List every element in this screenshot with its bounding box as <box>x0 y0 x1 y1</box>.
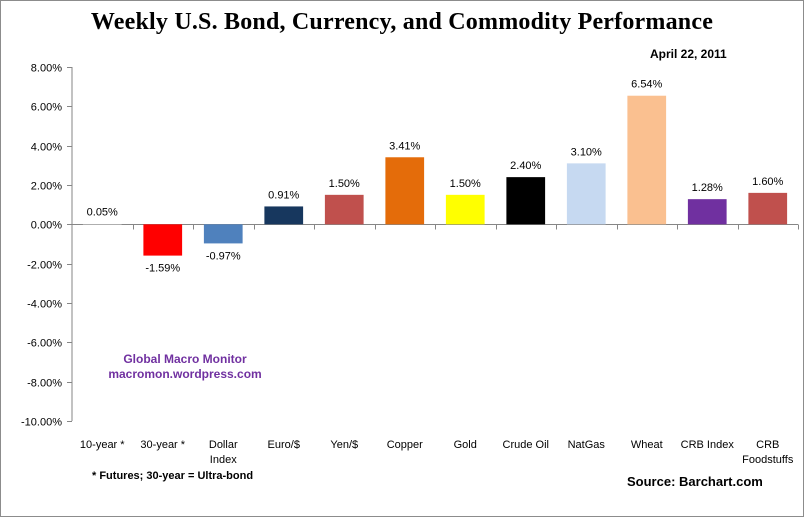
y-tick-label: 2.00% <box>31 181 62 193</box>
chart-date: April 22, 2011 <box>650 47 727 61</box>
x-category-label: Copper <box>387 439 423 451</box>
x-category-label: Wheat <box>631 439 663 451</box>
bar <box>627 95 667 225</box>
x-category-label: CRB Foodstuffs <box>742 439 794 466</box>
x-category-label: Crude Oil <box>503 439 549 451</box>
bar <box>264 206 304 225</box>
bar <box>203 224 243 244</box>
data-label: 0.91% <box>268 189 299 201</box>
y-tick-label: -4.00% <box>27 299 62 311</box>
data-label: 6.54% <box>631 79 662 91</box>
data-label: -1.59% <box>145 263 180 275</box>
bar <box>445 194 485 225</box>
bar <box>506 177 546 225</box>
y-tick-label: 0.00% <box>31 220 62 232</box>
bar <box>324 194 364 225</box>
y-tick-label: 6.00% <box>31 102 62 114</box>
data-label: 0.05% <box>87 206 118 218</box>
labels: 8.00% 6.00% 4.00% 2.00% 0.00% -2.00% -4.00% -6.… <box>21 63 794 467</box>
chart-title: Weekly U.S. Bond, Currency, and Commodit… <box>90 9 714 35</box>
x-category-label: CRB Index <box>681 439 735 451</box>
footnote: * Futures; 30-year = Ultra-bond <box>92 470 254 482</box>
x-category-label: 30-year * <box>140 439 185 451</box>
bar <box>82 223 122 225</box>
y-tick-label: -6.00% <box>27 338 62 350</box>
data-label: 1.50% <box>329 178 360 190</box>
data-label: 1.50% <box>450 178 481 190</box>
y-tick-label: 4.00% <box>31 142 62 154</box>
watermark: Global Macro Monitor macromon.wordpress.… <box>100 352 270 382</box>
y-tick-label: 8.00% <box>31 63 62 75</box>
watermark-name: Global Macro Monitor <box>123 352 247 366</box>
bar <box>687 199 727 225</box>
data-label: 1.28% <box>692 182 723 194</box>
data-label: 1.60% <box>752 176 783 188</box>
data-label: -0.97% <box>206 250 241 262</box>
x-category-label: NatGas <box>568 439 606 451</box>
source-note: Source: Barchart.com <box>627 474 763 489</box>
bar <box>143 224 183 256</box>
bar <box>748 192 788 225</box>
y-tick-label: -10.00% <box>21 417 62 429</box>
data-label: 3.41% <box>389 140 420 152</box>
watermark-url: macromon.wordpress.com <box>108 367 262 381</box>
bar <box>385 157 425 225</box>
x-category-label: Euro/$ <box>268 439 300 451</box>
x-category-label: Yen/$ <box>330 439 358 451</box>
y-tick-label: -8.00% <box>27 378 62 390</box>
data-label: 2.40% <box>510 160 541 172</box>
bars <box>82 95 788 256</box>
axes <box>67 67 799 422</box>
x-category-label: Dollar Index <box>209 439 238 466</box>
bar <box>566 163 606 225</box>
x-category-label: 10-year * <box>80 439 125 451</box>
x-category-label: Gold <box>454 439 477 451</box>
y-tick-label: -2.00% <box>27 260 62 272</box>
data-label: 3.10% <box>571 146 602 158</box>
